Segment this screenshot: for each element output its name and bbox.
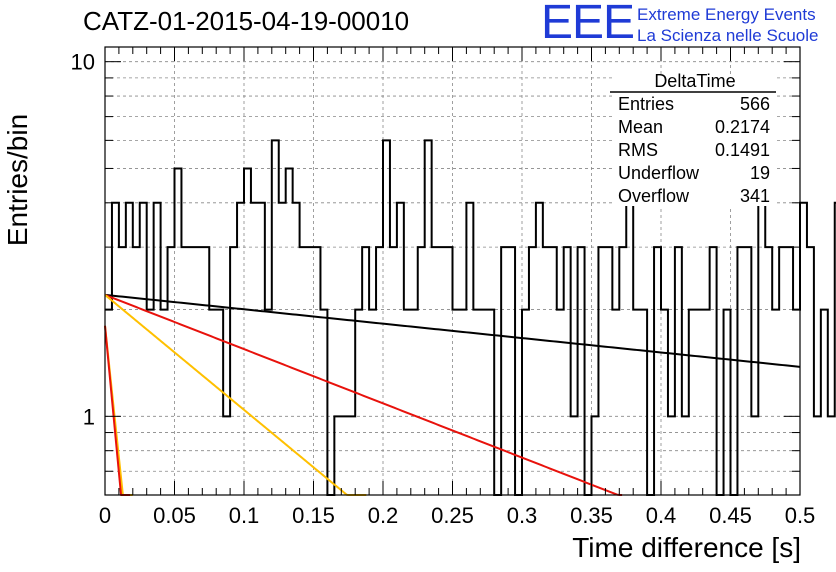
stats-box-title: DeltaTime [654,71,735,91]
chart-title: CATZ-01-2015-04-19-00010 [83,6,410,36]
stats-value: 0.2174 [715,117,770,137]
x-tick-label: 0.05 [153,503,196,528]
logo-line-1: Extreme Energy Events [637,5,816,24]
logo-text: Extreme Energy Events La Scienza nelle S… [637,4,818,46]
histogram-outline [105,139,836,496]
x-tick-label: 0.4 [646,503,677,528]
x-tick-label: 0 [99,503,111,528]
stats-box: DeltaTime Entries 566 Mean 0.2174 RMS 0.1491 Un… [610,71,776,206]
fit-curve [104,293,801,368]
logo-mark: EEE [541,0,635,49]
x-tick-label: 0.35 [570,503,613,528]
logo-line-2: La Scienza nelle Scuole [637,26,819,45]
tick-labels: 0 0.05 0.1 0.15 0.2 0.25 0.3 0.35 0.4 0.45 0.5 1 10 [71,50,816,528]
stats-label: Underflow [618,163,700,183]
x-tick-label: 0.2 [368,503,399,528]
stats-value: 19 [750,163,770,183]
x-tick-label: 0.5 [785,503,816,528]
eee-logo: EEE Extreme Energy Events La Scienza nel… [541,0,818,49]
fit-curve [104,293,623,496]
x-tick-label: 0.1 [229,503,260,528]
stats-label: Entries [618,94,674,114]
stats-label: Mean [618,117,663,137]
stats-value: 0.1491 [715,140,770,160]
x-tick-label: 0.25 [431,503,474,528]
x-tick-label: 0.45 [709,503,752,528]
stats-label: RMS [618,140,658,160]
y-tick-label: 10 [71,50,95,75]
stats-value: 566 [740,94,770,114]
stats-box-bg [612,74,774,206]
x-axis-label: Time difference [s] [572,532,801,563]
x-tick-label: 0.15 [292,503,335,528]
axis-ticks [104,47,801,496]
y-tick-label: 1 [83,404,95,429]
fit-curve [104,325,131,496]
stats-label: Overflow [618,186,690,206]
fit-curve [104,294,367,496]
histogram-bars [105,139,836,496]
stats-value: 341 [740,186,770,206]
x-tick-label: 0.3 [507,503,538,528]
